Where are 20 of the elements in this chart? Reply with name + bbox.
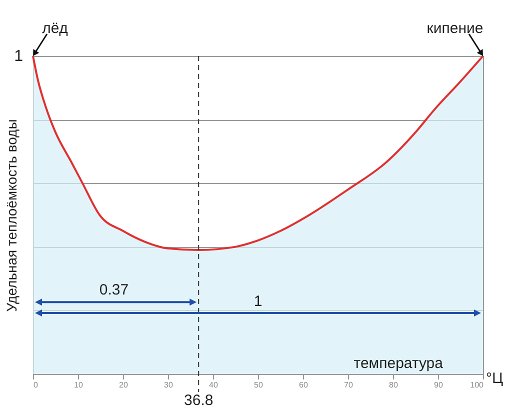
annotation: 0.37 <box>99 282 129 299</box>
text: °Ц <box>486 370 504 387</box>
x-tick-label: 20 <box>119 380 128 390</box>
x-tick-label: 60 <box>299 380 308 390</box>
x-tick-label: 100 <box>470 380 484 390</box>
x-tick-label: 80 <box>389 380 398 390</box>
text: 1 <box>14 48 24 65</box>
annotation: 1 <box>254 292 262 310</box>
text: лёд <box>42 20 68 37</box>
y-axis-title: Удельная теплоёмкость воды <box>4 119 20 312</box>
x-tick-label: 0 <box>34 380 38 390</box>
x-axis-title: температура <box>354 355 444 372</box>
ref-line-label: 36.8 <box>184 392 214 409</box>
x-tick-label: 40 <box>209 380 218 390</box>
text: кипение <box>426 20 484 37</box>
x-tick-label: 70 <box>344 380 354 390</box>
x-tick-label: 10 <box>74 380 84 390</box>
x-tick-label: 50 <box>254 380 264 390</box>
x-tick-label: 30 <box>164 380 174 390</box>
x-tick-label: 90 <box>434 380 444 390</box>
